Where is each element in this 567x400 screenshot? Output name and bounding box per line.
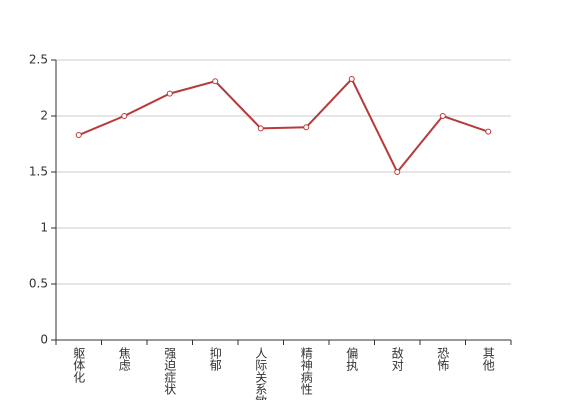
x-tick-label: 其他 <box>481 347 495 371</box>
x-tick-label: 人际关系敏感 <box>254 347 268 400</box>
point <box>394 169 401 175</box>
x-tick-label: 焦虑 <box>117 347 131 371</box>
x-tick-label: 躯体化 <box>72 346 86 384</box>
y-tick-label: 1 <box>40 221 48 235</box>
y-tick-label: 1.5 <box>29 165 48 179</box>
point <box>485 128 492 135</box>
y-tick-label: 2.5 <box>29 53 48 67</box>
point <box>439 113 446 119</box>
point <box>121 113 128 119</box>
point <box>348 76 355 83</box>
x-tick-label: 偏执 <box>345 346 359 372</box>
y-tick-label: 0 <box>40 333 48 347</box>
x-tick-label: 敌对 <box>390 346 404 371</box>
point <box>303 124 310 131</box>
point <box>257 125 264 132</box>
y-tick-label: 2 <box>40 109 48 123</box>
line <box>78 77 489 174</box>
x-tick-label: 恐怖 <box>436 347 450 371</box>
x-tick-label: 强迫症状 <box>163 347 177 395</box>
point <box>212 78 219 85</box>
x-tick-label: 精神病性 <box>299 347 313 396</box>
x-tick-label: 抑郁 <box>208 346 222 372</box>
point <box>75 132 82 139</box>
y-tick-label: 0.5 <box>29 277 48 291</box>
point <box>166 90 173 97</box>
